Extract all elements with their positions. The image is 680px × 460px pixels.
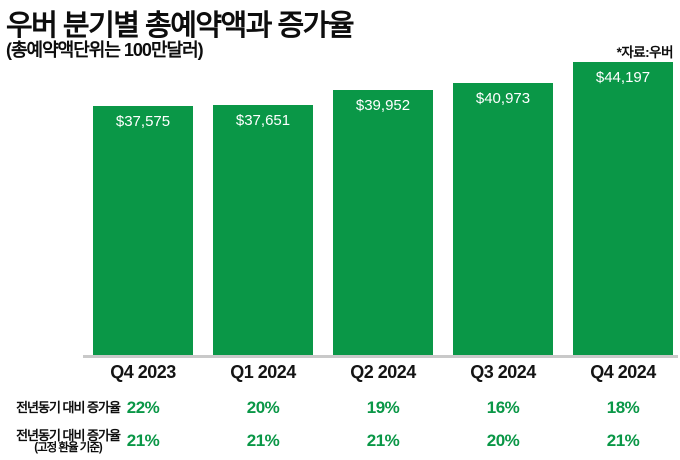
bar-q1-2024: $37,651 <box>213 105 313 355</box>
bar-value-label: $37,651 <box>235 112 291 129</box>
growth-value: 21% <box>246 431 280 450</box>
growth-value: 21% <box>366 431 400 450</box>
yoy-growth-row: 22% 20% 19% 16% 18% <box>93 398 673 418</box>
chart-subtitle: (총예약액단위는 100만달러) <box>6 40 204 60</box>
bar-value-label: $40,973 <box>475 90 531 107</box>
bar-value-label: $37,575 <box>115 113 171 130</box>
bar-q3-2024: $40,973 <box>453 83 553 355</box>
x-axis-labels: Q4 2023 Q1 2024 Q2 2024 Q3 2024 Q4 2024 <box>93 362 673 383</box>
growth-value: 21% <box>126 431 160 450</box>
bar-q4-2024: $44,197 <box>573 62 673 355</box>
growth-value: 18% <box>606 398 640 417</box>
plot-area: $37,575 $37,651 $39,952 $40,973 $44,197 <box>83 0 678 358</box>
bar-q4-2023: $37,575 <box>93 106 193 355</box>
growth-value: 22% <box>126 398 160 417</box>
constant-currency-row-label-line1: 전년동기 대비 증가율 <box>16 428 121 443</box>
growth-value: 16% <box>486 398 520 417</box>
bar-q2-2024: $39,952 <box>333 90 433 355</box>
bar-group: $37,575 $37,651 $39,952 $40,973 $44,197 <box>93 62 673 355</box>
x-tick-label: Q3 2024 <box>470 362 536 382</box>
source-note: *자료:우버 <box>616 45 674 60</box>
x-axis-baseline <box>83 355 678 358</box>
growth-value: 20% <box>246 398 280 417</box>
growth-value: 21% <box>606 431 640 450</box>
growth-value: 20% <box>486 431 520 450</box>
constant-currency-row-label: 전년동기 대비 증가율 (고정 환율 기준) <box>3 429 133 455</box>
x-tick-label: Q1 2024 <box>230 362 296 382</box>
constant-currency-row-label-line2: (고정 환율 기준) <box>34 442 103 454</box>
chart-title: 우버 분기별 총예약액과 증가율 <box>6 10 355 42</box>
x-tick-label: Q4 2023 <box>110 362 176 382</box>
constant-currency-growth-row: 21% 21% 21% 20% 21% <box>93 431 673 451</box>
x-tick-label: Q2 2024 <box>350 362 416 382</box>
bar-value-label: $44,197 <box>595 69 651 86</box>
bar-value-label: $39,952 <box>355 97 411 114</box>
x-tick-label: Q4 2024 <box>590 362 656 382</box>
growth-value: 19% <box>366 398 400 417</box>
growth-row-label: 전년동기 대비 증가율 <box>16 400 121 415</box>
